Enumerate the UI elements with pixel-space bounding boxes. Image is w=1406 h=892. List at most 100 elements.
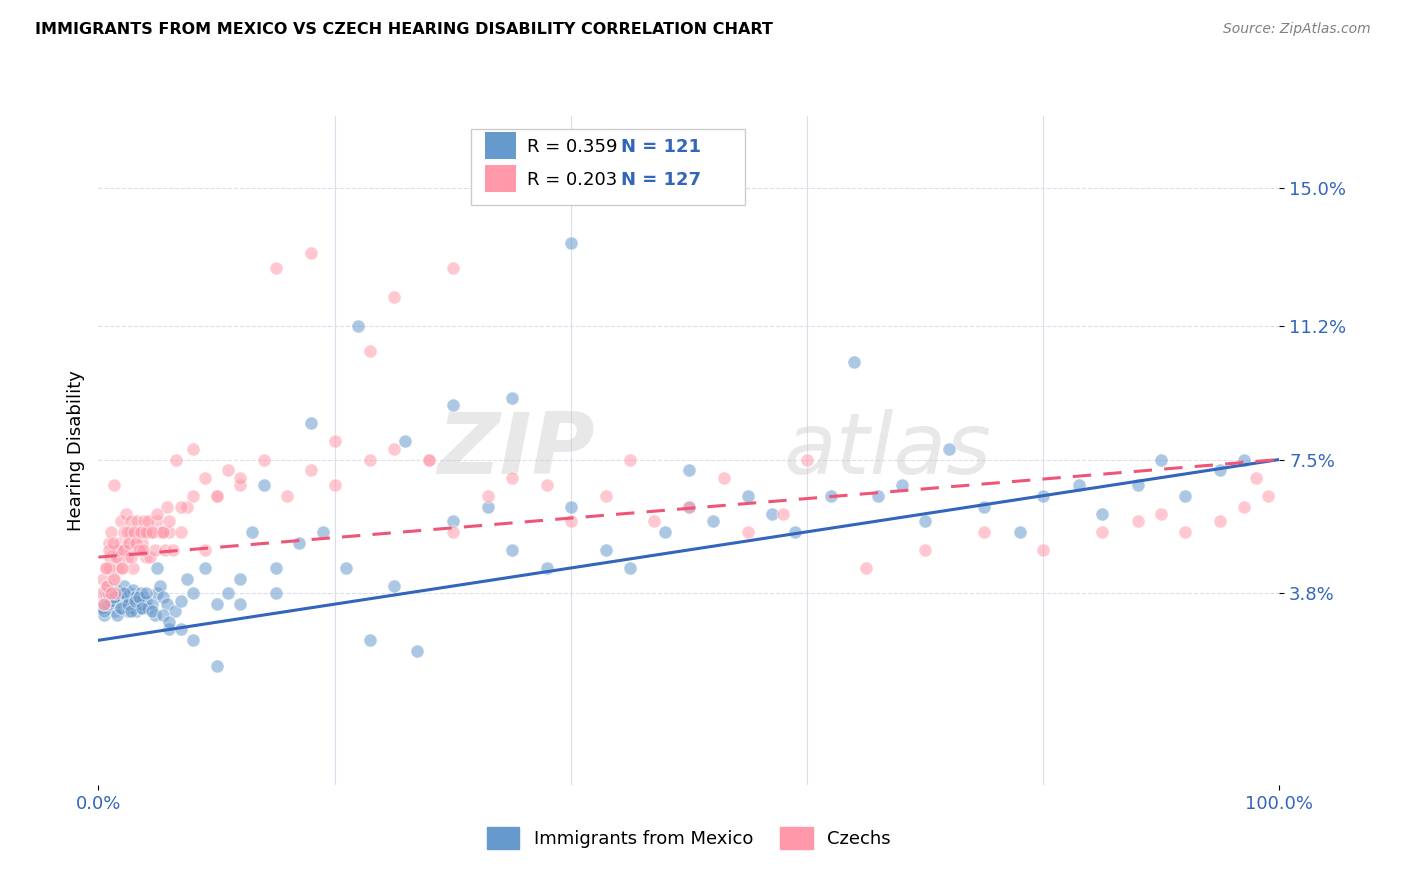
Point <box>217 586 239 600</box>
Point <box>94 586 117 600</box>
Point <box>120 524 142 539</box>
Point <box>560 500 582 514</box>
Point <box>796 452 818 467</box>
Point <box>112 542 135 557</box>
Point <box>96 579 118 593</box>
Point <box>205 489 228 503</box>
Point <box>105 561 128 575</box>
Point <box>91 597 114 611</box>
Point <box>501 542 523 557</box>
Point <box>112 542 135 557</box>
Point <box>112 579 135 593</box>
Point <box>536 478 558 492</box>
Point <box>135 593 157 607</box>
Point <box>1174 489 1197 503</box>
Point <box>117 604 139 618</box>
Point <box>132 590 155 604</box>
Point <box>98 582 121 597</box>
Point <box>501 470 523 484</box>
Point <box>114 507 136 521</box>
Point <box>121 604 143 618</box>
Point <box>103 478 125 492</box>
Point <box>125 535 148 549</box>
Point <box>97 600 120 615</box>
Point <box>91 572 114 586</box>
Point <box>101 572 124 586</box>
Point <box>176 500 198 514</box>
Point <box>98 590 121 604</box>
Point <box>1233 452 1256 467</box>
Point <box>117 597 139 611</box>
Point <box>135 586 157 600</box>
Point <box>132 524 155 539</box>
Point <box>619 174 641 188</box>
Point <box>121 582 143 597</box>
Point <box>441 514 464 528</box>
Point <box>194 470 217 484</box>
Point <box>772 507 794 521</box>
Point <box>157 514 180 528</box>
Point <box>153 542 176 557</box>
Point <box>143 607 166 622</box>
Point <box>96 579 118 593</box>
Point <box>1244 470 1267 484</box>
Point <box>678 500 700 514</box>
Point <box>146 514 169 528</box>
Point <box>477 489 499 503</box>
Point <box>146 507 169 521</box>
Point <box>194 542 217 557</box>
Point <box>141 604 163 618</box>
Point <box>264 586 287 600</box>
Point <box>101 586 124 600</box>
Point <box>276 489 298 503</box>
Point <box>105 550 128 565</box>
Point <box>115 524 138 539</box>
Point <box>136 514 159 528</box>
Point <box>128 600 150 615</box>
Point <box>114 597 136 611</box>
Point <box>105 542 128 557</box>
Point <box>1032 542 1054 557</box>
Point <box>761 507 783 521</box>
Point <box>135 524 157 539</box>
Point <box>93 607 115 622</box>
Point <box>107 542 129 557</box>
Point <box>121 514 143 528</box>
Point <box>820 489 842 503</box>
Point <box>149 524 172 539</box>
Point <box>1008 524 1031 539</box>
Point <box>560 514 582 528</box>
Point <box>217 463 239 477</box>
Point <box>121 561 143 575</box>
Point <box>135 550 157 565</box>
Point <box>146 561 169 575</box>
Point <box>737 489 759 503</box>
Point <box>91 586 114 600</box>
Point <box>122 524 145 539</box>
Point <box>108 600 131 615</box>
Text: IMMIGRANTS FROM MEXICO VS CZECH HEARING DISABILITY CORRELATION CHART: IMMIGRANTS FROM MEXICO VS CZECH HEARING … <box>35 22 773 37</box>
Point <box>100 586 122 600</box>
Point <box>112 600 135 615</box>
Point <box>132 542 155 557</box>
Point <box>131 600 153 615</box>
Point <box>737 524 759 539</box>
Point <box>152 590 174 604</box>
Point <box>96 593 118 607</box>
Point <box>111 593 134 607</box>
Point <box>595 489 617 503</box>
Point <box>112 524 135 539</box>
Point <box>110 600 132 615</box>
Point <box>124 593 146 607</box>
Point <box>98 550 121 565</box>
Point <box>654 524 676 539</box>
Point <box>441 524 464 539</box>
Point <box>107 590 129 604</box>
Point <box>124 542 146 557</box>
Point <box>394 434 416 449</box>
Point <box>477 500 499 514</box>
Point <box>104 604 127 618</box>
Point <box>142 524 165 539</box>
Point <box>128 590 150 604</box>
Point <box>678 463 700 477</box>
